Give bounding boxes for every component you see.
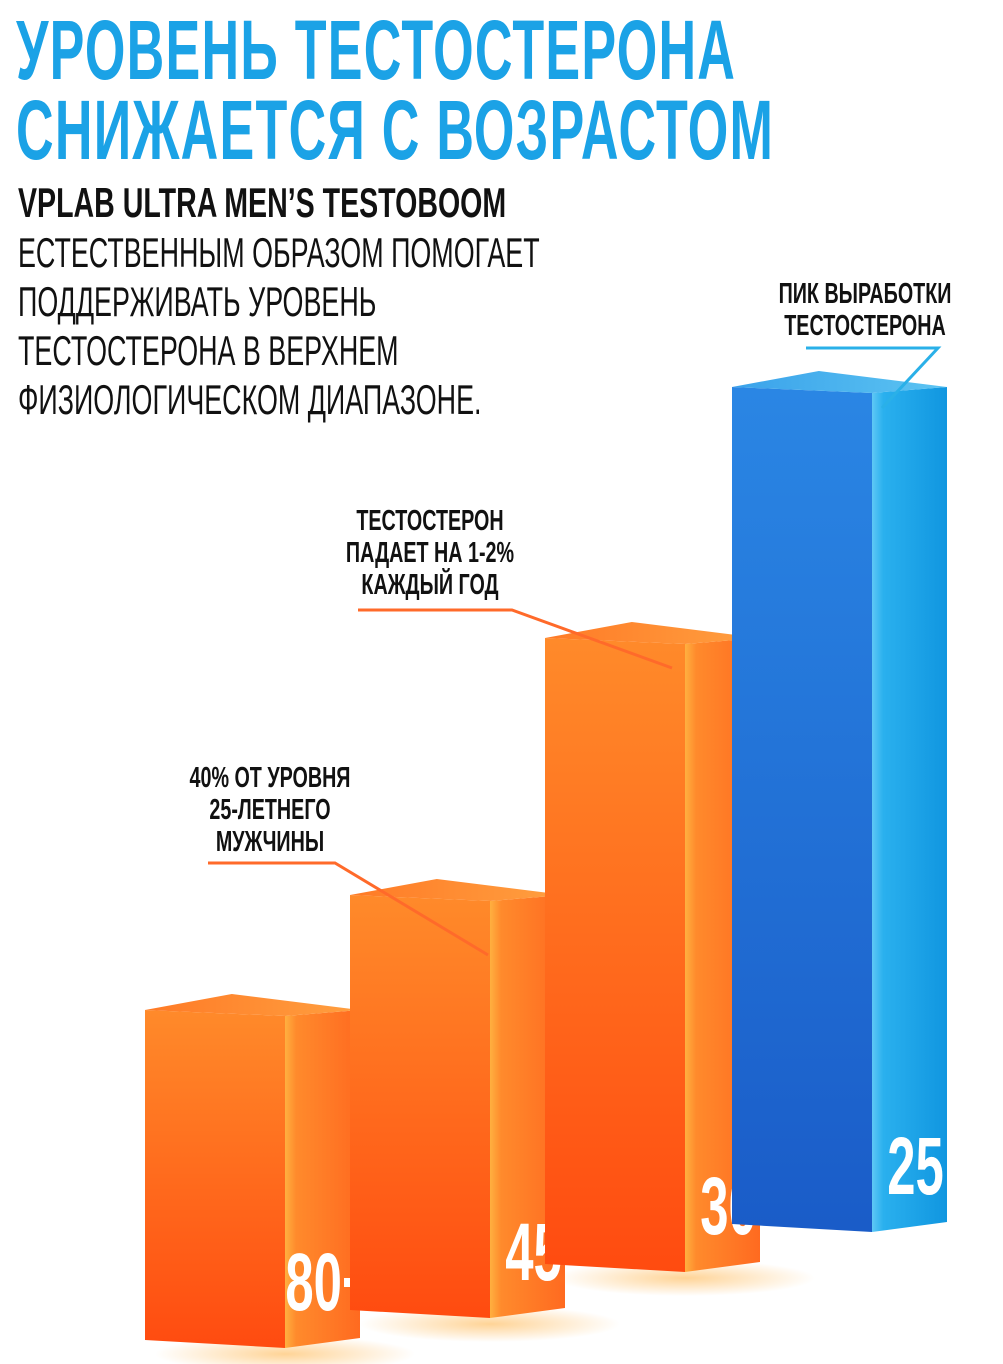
description: ЕСТЕСТВЕННЫМ ОБРАЗОМ ПОМОГАЕТ ПОДДЕРЖИВА… xyxy=(18,228,540,424)
bar-2-front xyxy=(350,895,490,1318)
description-line-2: ПОДДЕРЖИВАТЬ УРОВЕНЬ xyxy=(18,278,377,325)
bar-1: 80+ xyxy=(145,994,415,1364)
bar-4: 25 xyxy=(732,371,947,1232)
bar-1-front xyxy=(145,1010,285,1348)
annotation-bar-2-line-2: 25-ЛЕТНЕГО xyxy=(209,794,331,826)
annotation-bar-2-line-3: МУЖЧИНЫ xyxy=(215,826,325,858)
bar-4-top xyxy=(732,371,947,393)
bar-4-front xyxy=(732,387,872,1232)
bar-3-glow xyxy=(555,1260,815,1296)
title-line-2: СНИЖАЕТСЯ С ВОЗРАСТОМ xyxy=(16,83,775,177)
description-line-3: ТЕСТОСТЕРОНА В ВЕРХНЕМ xyxy=(18,327,399,374)
leader-line-bar-3 xyxy=(358,608,673,670)
bar-2-glow xyxy=(360,1306,620,1342)
bar-4-label: 25 xyxy=(887,1121,944,1212)
leader-line-bar-4 xyxy=(806,346,942,410)
description-line-1: ЕСТЕСТВЕННЫМ ОБРАЗОМ ПОМОГАЕТ xyxy=(18,229,540,276)
annotation-bar-3-line-3: КАЖДЫЙ ГОД xyxy=(361,569,499,601)
annotation-bar-4-line-2: ТЕСТОСТЕРОНА xyxy=(784,310,946,342)
brand-name: VPLAB ULTRA MEN’S TESTOBOOM xyxy=(18,179,507,226)
annotation-bar-3-line-1: ТЕСТОСТЕРОН xyxy=(356,505,504,537)
bar-3-front xyxy=(545,638,685,1272)
annotation-bar-4: ПИК ВЫРАБОТКИ ТЕСТОСТЕРОНА xyxy=(777,278,954,342)
page-title: УРОВЕНЬ ТЕСТОСТЕРОНА СНИЖАЕТСЯ С ВОЗРАСТ… xyxy=(16,3,775,177)
annotation-bar-4-line-1: ПИК ВЫРАБОТКИ xyxy=(778,278,952,310)
bar-4-side xyxy=(872,387,947,1232)
title-line-1: УРОВЕНЬ ТЕСТОСТЕРОНА xyxy=(16,3,737,97)
bar-3-top xyxy=(545,622,760,644)
annotation-bar-2-line-1: 40% ОТ УРОВНЯ xyxy=(189,762,351,794)
bar-2-top xyxy=(350,879,565,901)
annotation-bar-3: ТЕСТОСТЕРОН ПАДАЕТ НА 1-2% КАЖДЫЙ ГОД xyxy=(345,505,515,601)
annotation-bar-3-line-2: ПАДАЕТ НА 1-2% xyxy=(345,537,515,569)
bar-1-top xyxy=(145,994,360,1016)
bar-1-side xyxy=(285,1010,360,1348)
leader-line-bar-2 xyxy=(208,861,489,957)
annotation-bar-2: 40% ОТ УРОВНЯ 25-ЛЕТНЕГО МУЖЧИНЫ xyxy=(188,762,351,858)
description-line-4: ФИЗИОЛОГИЧЕСКОМ ДИАПАЗОНЕ. xyxy=(18,376,482,423)
